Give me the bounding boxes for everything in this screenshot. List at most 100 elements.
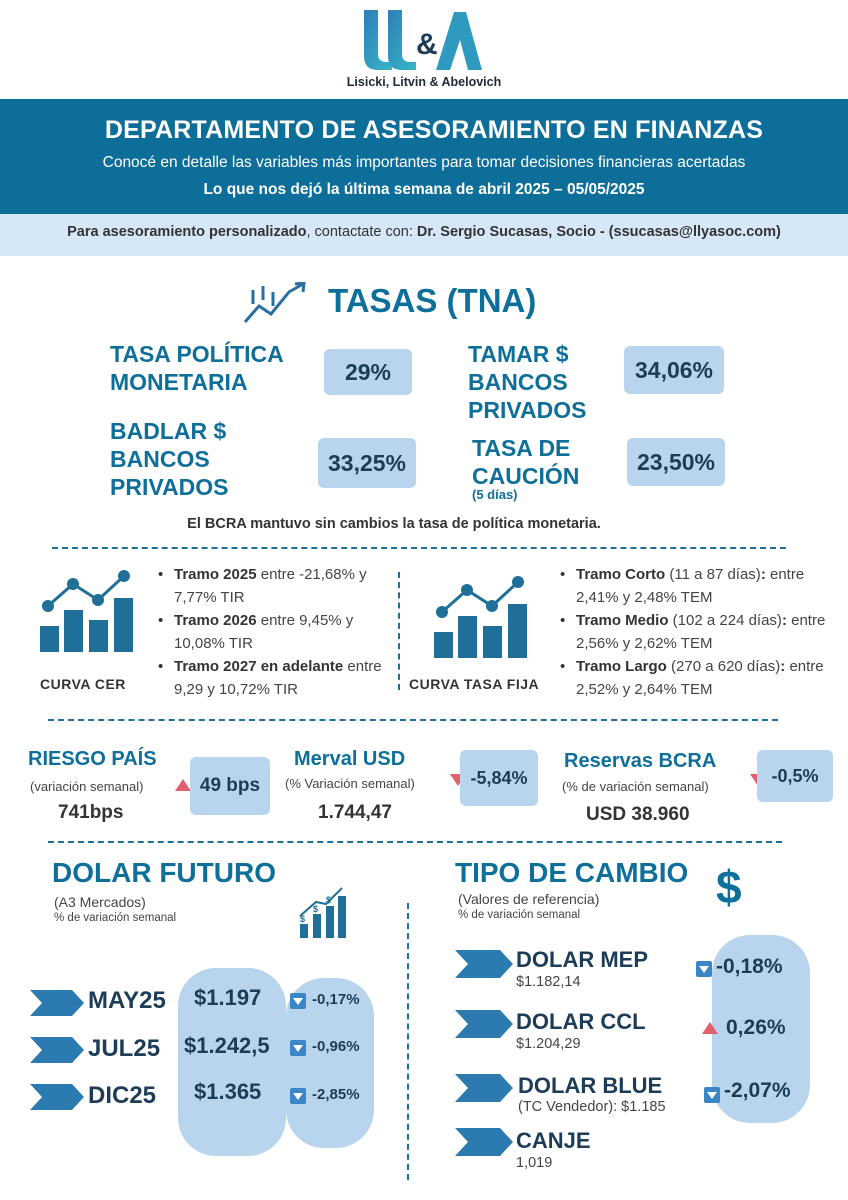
curva-cer-list: Tramo 2025 entre -21,68% y 7,77% TIR Tra…: [156, 563, 396, 701]
futuro-price-backdrop: [178, 968, 286, 1156]
down-arrow-icon: [290, 1088, 306, 1104]
tasas-note: El BCRA mantuvo sin cambios la tasa de p…: [187, 516, 601, 532]
firm-name: Lisicki, Litvin & Abelovich: [346, 75, 502, 89]
blue-value: (TC Vendedor): $1.185: [518, 1099, 666, 1115]
contact-lead: Para asesoramiento personalizado: [67, 224, 307, 240]
reservas-value: USD 38.960: [586, 804, 690, 825]
chevron-right-icon: [455, 1010, 513, 1038]
reservas-title: Reservas BCRA: [564, 750, 717, 772]
divider-dolar: [407, 903, 409, 1180]
divider-3: [48, 841, 782, 843]
svg-text:$: $: [300, 914, 305, 924]
divider-2: [48, 719, 778, 721]
chevron-right-icon: [455, 950, 513, 978]
trend-icon: [243, 281, 311, 326]
reservas-change: -0,5%: [757, 750, 833, 802]
svg-text:&: &: [416, 28, 438, 61]
tamar-value: 34,06%: [624, 346, 724, 394]
list-item: Tramo Corto (11 a 87 días): entre 2,41% …: [558, 563, 848, 609]
chevron-right-icon: [30, 990, 84, 1016]
up-arrow-icon: [175, 779, 191, 791]
merval-change: -5,84%: [460, 750, 538, 806]
mep-change: -0,18%: [716, 955, 783, 978]
futuro-change-dic: -2,85%: [312, 1086, 360, 1103]
list-item: Tramo Medio (102 a 224 días): entre 2,56…: [558, 609, 848, 655]
header-subtitle: Conocé en detalle las variables más impo…: [102, 154, 746, 171]
tasa-politica-label: TASA POLÍTICA MONETARIA: [110, 341, 283, 395]
futuro-price-jul: $1.242,5: [184, 1033, 270, 1058]
ccl-change: 0,26%: [726, 1016, 786, 1039]
tipo-cambio-title: TIPO DE CAMBIO: [455, 857, 689, 888]
down-arrow-icon: [704, 1087, 720, 1103]
cambio-change-backdrop: [712, 935, 810, 1123]
badlar-value: 33,25%: [318, 438, 416, 488]
chevron-right-icon: [30, 1084, 84, 1110]
reservas-sub: (% de variación semanal): [562, 779, 709, 794]
logo-mark: &: [364, 10, 482, 70]
svg-text:$: $: [313, 904, 318, 914]
contact-band: [0, 214, 848, 256]
curva-fija-list: Tramo Corto (11 a 87 días): entre 2,41% …: [558, 563, 848, 701]
list-item: Tramo Largo (270 a 620 días): entre 2,52…: [558, 655, 848, 701]
tamar-label: TAMAR $ BANCOS PRIVADOS: [468, 341, 587, 423]
tipo-cambio-sub: % de variación semanal: [458, 909, 581, 921]
futuro-change-jul: -0,96%: [312, 1038, 360, 1055]
caucion-value: 23,50%: [627, 438, 725, 486]
tasas-title: TASAS (TNA): [328, 282, 537, 319]
down-arrow-icon: [696, 961, 712, 977]
bar-chart-icon-fija: [432, 574, 532, 659]
mep-name: DOLAR MEP: [516, 947, 648, 972]
merval-sub: (% Variación semanal): [285, 776, 415, 791]
riesgo-sub: (variación semanal): [30, 779, 144, 794]
canje-name: CANJE: [516, 1128, 591, 1153]
merval-title: Merval USD: [294, 748, 406, 770]
caucion-label: TASA DE CAUCIÓN: [472, 435, 580, 489]
curva-cer-label: CURVA CER: [40, 676, 126, 692]
riesgo-value: 741bps: [58, 802, 124, 823]
futuro-month-jul: JUL25: [88, 1035, 161, 1062]
dolar-futuro-source: (A3 Mercados): [54, 894, 146, 910]
chevron-right-icon: [455, 1128, 513, 1156]
logo: &: [358, 4, 488, 76]
bar-chart-icon-cer: [38, 568, 138, 653]
list-item: Tramo 2026 entre 9,45% y 10,08% TIR: [156, 609, 396, 655]
contact-middle: , contactate con:: [306, 224, 417, 240]
merval-value: 1.744,47: [318, 802, 392, 823]
header-title: DEPARTAMENTO DE ASESORAMIENTO EN FINANZA…: [104, 116, 764, 144]
divider-1: [52, 547, 786, 549]
mep-value: $1.182,14: [516, 974, 581, 990]
blue-name: DOLAR BLUE: [518, 1073, 663, 1098]
riesgo-change: 49 bps: [190, 757, 270, 815]
money-growth-icon: $ $ $: [296, 886, 350, 940]
futuro-price-dic: $1.365: [194, 1079, 262, 1104]
futuro-month-dic: DIC25: [88, 1082, 157, 1109]
futuro-price-may: $1.197: [194, 985, 262, 1010]
blue-change: -2,07%: [724, 1079, 791, 1102]
tipo-cambio-source: (Valores de referencia): [458, 891, 600, 907]
chevron-right-icon: [455, 1074, 513, 1102]
futuro-month-may: MAY25: [88, 987, 166, 1014]
dolar-futuro-sub: % de variación semanal: [54, 912, 177, 924]
dollar-sign-icon: $: [716, 861, 742, 913]
down-arrow-icon: [290, 993, 306, 1009]
up-arrow-icon: [702, 1022, 718, 1034]
list-item: Tramo 2027 en adelante entre 9,29 y 10,7…: [156, 655, 396, 701]
contact-person[interactable]: Dr. Sergio Sucasas, Socio - (ssucasas@ll…: [416, 224, 781, 240]
tasa-politica-value: 29%: [324, 349, 412, 395]
caucion-sub: (5 días): [472, 487, 518, 502]
ccl-value: $1.204,29: [516, 1036, 581, 1052]
badlar-label: BADLAR $ BANCOS PRIVADOS: [110, 418, 229, 500]
header-band: [0, 99, 848, 214]
list-item: Tramo 2025 entre -21,68% y 7,77% TIR: [156, 563, 396, 609]
svg-text:$: $: [326, 895, 331, 905]
curva-fija-label: CURVA TASA FIJA: [409, 676, 540, 692]
riesgo-title: RIESGO PAÍS: [28, 748, 157, 770]
divider-curvas: [398, 572, 400, 690]
canje-value: 1,019: [516, 1155, 553, 1171]
dolar-futuro-title: DOLAR FUTURO: [52, 857, 276, 888]
contact-line: Para asesoramiento personalizado, contac…: [0, 224, 848, 240]
ccl-name: DOLAR CCL: [516, 1009, 646, 1034]
futuro-change-may: -0,17%: [312, 991, 360, 1008]
header-period: Lo que nos dejó la última semana de abri…: [203, 181, 645, 198]
down-arrow-icon: [290, 1040, 306, 1056]
